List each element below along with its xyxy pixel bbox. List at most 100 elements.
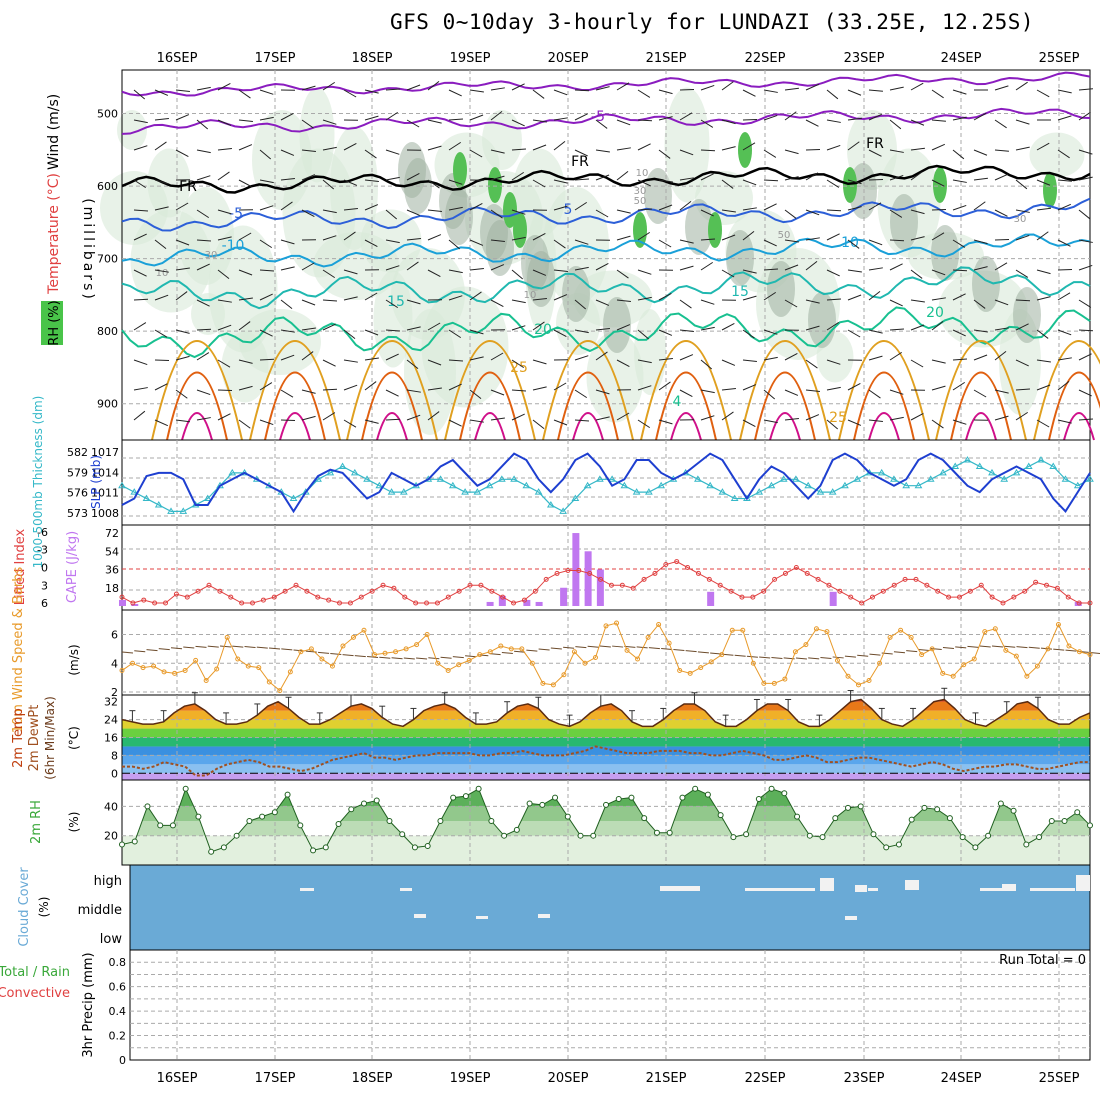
slp-label: SLP (mb) xyxy=(89,455,103,509)
rh2m-point xyxy=(424,842,431,849)
rh2m-point xyxy=(653,829,660,836)
upper-wind-barb xyxy=(1015,209,1030,213)
rh2m-point xyxy=(666,829,673,836)
rh2m-point xyxy=(157,822,164,829)
wind10-point xyxy=(256,665,262,671)
upper-wind-barb xyxy=(889,174,904,181)
upper-wind-barb xyxy=(595,299,610,306)
upper-wind-barb xyxy=(532,419,545,430)
upper-wind-barb xyxy=(805,414,820,421)
rh-band xyxy=(122,806,1090,822)
upper-wind-barb xyxy=(952,293,966,301)
upper-units-label-group: (millibars) xyxy=(80,198,96,302)
upper-wind-barb xyxy=(133,145,148,151)
rh2m-point xyxy=(564,813,571,820)
upper-wind-barb xyxy=(448,141,462,151)
upper-wind-barb xyxy=(217,82,231,91)
wind10-point xyxy=(635,656,641,662)
temp-y-tick: 24 xyxy=(104,714,118,727)
upper-wind-barb xyxy=(406,389,421,393)
wind10-point xyxy=(761,680,767,686)
rh-shade-blob-dark xyxy=(685,199,713,255)
date-label-top: 25SEP xyxy=(1039,51,1080,66)
upper-wind-barb xyxy=(700,84,715,91)
upper-wind-barb xyxy=(238,269,253,276)
wind10-point xyxy=(329,663,335,669)
lifted-index-point xyxy=(239,600,245,606)
rh2m-point xyxy=(806,832,813,839)
wind10-point xyxy=(224,634,230,640)
rh2m-point xyxy=(883,844,890,851)
warm-contour-arc xyxy=(459,371,521,441)
rh2m-point xyxy=(819,834,826,841)
upper-wind-barb xyxy=(805,119,819,127)
upper-wind-barb xyxy=(364,419,379,424)
upper-wind-barb xyxy=(847,141,860,151)
wind10-point xyxy=(193,657,199,663)
upper-wind-barb xyxy=(1078,239,1093,243)
upper-wind-barb xyxy=(1057,329,1072,336)
warm-contour-arc xyxy=(754,371,816,441)
upper-wind-barb xyxy=(784,176,799,181)
upper-wind-barb xyxy=(238,232,252,241)
upper-wind-barb xyxy=(616,269,629,279)
upper-wind-barb xyxy=(301,85,316,91)
cape-y-tick: 72 xyxy=(105,527,119,540)
upper-wind-barb xyxy=(868,149,882,157)
wind10-point xyxy=(592,655,598,661)
wind10-barb xyxy=(869,653,881,656)
cloud-fragment xyxy=(855,885,867,892)
thickness-point xyxy=(792,475,800,482)
upper-wind-barb xyxy=(721,411,734,421)
rh2m-point xyxy=(233,832,240,839)
upper-wind-barb xyxy=(910,299,925,303)
wind10-point xyxy=(287,669,293,675)
upper-wind-barb xyxy=(217,269,230,280)
wind10-barb xyxy=(281,648,293,651)
upper-wind-barb xyxy=(910,324,925,331)
upper-wind-barb xyxy=(994,85,1009,91)
temp-units-label: (°C) xyxy=(67,726,81,750)
upper-wind-barb xyxy=(721,322,735,331)
upper-wind-barb xyxy=(385,389,399,397)
upper-wind-barb xyxy=(385,329,401,332)
upper-wind-barb xyxy=(1036,419,1050,428)
upper-wind-barb xyxy=(154,89,169,96)
cloud-fragment xyxy=(868,888,878,891)
lifted-index-point xyxy=(521,597,527,603)
upper-wind-barb xyxy=(364,239,378,248)
wind10-point xyxy=(1087,652,1093,658)
rh-contour-label: 30 xyxy=(1014,214,1027,225)
rh2m-point xyxy=(437,818,444,825)
wind10-point xyxy=(424,632,430,638)
upper-wind-barb xyxy=(511,269,524,280)
upper-wind-barb xyxy=(973,354,988,361)
wind10-barb xyxy=(538,648,550,651)
upper-wind-barb xyxy=(490,87,505,91)
upper-wind-barb xyxy=(553,382,567,391)
cloud-fragment xyxy=(1076,875,1090,891)
upper-wind-barb xyxy=(1015,179,1028,190)
date-label-top: 21SEP xyxy=(646,51,687,66)
upper-air-y-tick: 600 xyxy=(97,180,118,193)
upper-wind-barb xyxy=(217,171,230,181)
upper-wind-barb xyxy=(868,389,881,399)
cloud-cover-field xyxy=(129,864,1091,951)
thickness-point xyxy=(779,475,788,482)
upper-wind-barb xyxy=(280,112,294,121)
warm-contour-arc xyxy=(542,340,634,441)
wind10-point xyxy=(750,660,756,666)
upper-wind-barb xyxy=(1057,115,1072,121)
upper-wind-barb xyxy=(973,329,988,333)
contour-label: 4 xyxy=(673,394,682,410)
rh-band xyxy=(122,821,1090,836)
upper-wind-barb xyxy=(679,177,694,181)
date-label-top: 22SEP xyxy=(745,51,786,66)
rh-shade-wet xyxy=(708,212,722,248)
lifted-index-point xyxy=(445,594,451,600)
wind-y-tick: 4 xyxy=(111,657,118,670)
cape-labels2: CAPE (J/kg) xyxy=(65,531,80,603)
upper-wind-barb xyxy=(238,297,253,301)
thickness-point xyxy=(975,462,984,469)
thickness-point xyxy=(853,475,862,482)
